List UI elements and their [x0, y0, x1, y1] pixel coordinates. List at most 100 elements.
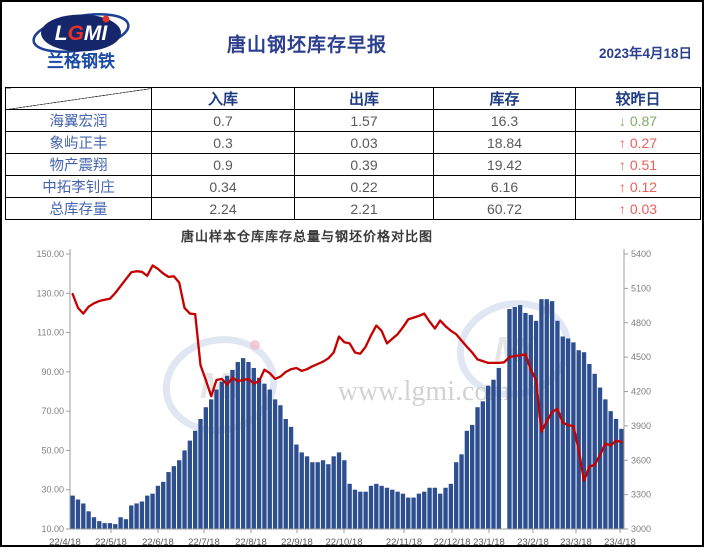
inventory-bar	[619, 428, 624, 529]
inventory-bar	[310, 462, 315, 529]
table-row: 中拓李钊庄 0.34 0.22 6.16 ↑ 0.12	[5, 175, 701, 198]
change-value: 0.87	[629, 112, 658, 129]
inventory-bar	[203, 407, 208, 529]
inventory-bar	[155, 485, 161, 529]
x-axis-label: 22/11/18	[386, 537, 422, 548]
inventory-bar	[139, 501, 145, 529]
warehouse-name: 物产震翔	[5, 153, 152, 176]
stock-value: 16.3	[433, 109, 576, 132]
inventory-bar	[171, 466, 177, 529]
inventory-bar	[528, 314, 533, 529]
outbound-value: 0.39	[294, 153, 434, 176]
outbound-value: 1.57	[294, 109, 434, 132]
inventory-bar	[581, 352, 587, 529]
inventory-bar	[368, 485, 374, 529]
x-axis-label: 22/10/18	[326, 537, 363, 548]
inventory-bar	[235, 362, 240, 529]
table-row: 象屿正丰 0.3 0.03 18.84 ↑ 0.27	[5, 131, 701, 154]
inventory-bar	[597, 387, 603, 529]
inbound-value: 0.34	[151, 175, 295, 198]
left-axis-label: 70.00	[41, 406, 64, 416]
inventory-bar	[603, 399, 608, 529]
price-line	[71, 264, 623, 483]
inventory-bar	[395, 491, 400, 529]
left-axis-label: 10.00	[41, 524, 64, 534]
x-axis-label: 22/7/18	[188, 537, 220, 548]
x-axis-label: 22/5/18	[95, 537, 127, 548]
x-axis-label: 23/4/18	[604, 537, 636, 548]
inventory-bar	[166, 472, 171, 529]
inventory-bar	[613, 419, 619, 529]
x-axis-label: 22/4/18	[49, 537, 81, 548]
x-axis-label: 22/12/18	[434, 537, 471, 548]
change-value: 0.51	[629, 156, 658, 173]
logo-subtext: 兰格钢铁	[47, 51, 115, 71]
inventory-bar	[326, 464, 331, 529]
inventory-bar	[507, 309, 512, 529]
inventory-bar	[432, 487, 438, 529]
inventory-bar	[283, 419, 288, 529]
inventory-bar	[374, 483, 379, 529]
right-axis-label: 3300	[631, 490, 651, 500]
total-stock-label: 总库存量	[5, 197, 152, 220]
right-axis-label: 4500	[631, 352, 651, 362]
table-row: 海翼宏润 0.7 1.57 16.3 ↓ 0.87	[5, 109, 701, 132]
inventory-bar	[187, 440, 193, 529]
inventory-bar	[278, 405, 283, 529]
inventory-bar	[150, 493, 155, 529]
outbound-value: 0.03	[294, 131, 434, 154]
change-value: 0.03	[629, 200, 658, 217]
inventory-bar	[416, 493, 422, 529]
right-axis-label: 4800	[631, 318, 651, 328]
inventory-bar	[459, 454, 464, 529]
inventory-bar	[86, 511, 91, 529]
inventory-bar	[299, 452, 304, 529]
inventory-bar	[262, 383, 267, 529]
inventory-bar	[422, 491, 427, 529]
watermark-dot-icon	[250, 340, 260, 350]
inventory-bar	[331, 456, 336, 529]
change-arrow-icon: ↑	[618, 178, 626, 195]
inventory-bar	[592, 373, 597, 529]
left-axis-label: 30.00	[41, 485, 64, 495]
watermark-logo-icon	[162, 336, 278, 434]
inventory-table: 入库 出库 库存 较昨日 海翼宏润 0.7 1.57 16.3 ↓ 0.87 象…	[5, 87, 701, 220]
inventory-bar	[230, 369, 235, 529]
inventory-bar	[512, 307, 517, 529]
warehouse-name: 海翼宏润	[5, 109, 152, 132]
table-header-row: 入库 出库 库存 较昨日	[5, 87, 701, 110]
inventory-bar	[565, 338, 571, 529]
warehouse-name: 中拓李钊庄	[5, 175, 152, 198]
inbound-value: 0.3	[151, 131, 295, 154]
inventory-bar	[75, 499, 81, 529]
stock-value: 6.16	[433, 175, 576, 198]
x-axis-label: 22/8/18	[235, 537, 267, 548]
inventory-price-chart: MiMiwww.lgmi.com150.00130.00110.0090.007…	[36, 249, 651, 548]
inbound-value: 2.24	[151, 197, 295, 220]
inventory-bar	[438, 493, 443, 529]
column-header-outbound: 出库	[294, 87, 434, 110]
right-axis-label: 3600	[631, 455, 651, 465]
left-axis-label: 90.00	[41, 367, 64, 377]
change-value: 0.27	[629, 134, 658, 151]
page-title: 唐山钢坯库存早报	[226, 35, 387, 56]
x-axis-label: 22/9/18	[281, 537, 313, 548]
inventory-bar	[251, 367, 256, 529]
column-header-change: 较昨日	[575, 87, 701, 110]
inventory-bar	[555, 320, 560, 529]
inventory-bar	[533, 320, 539, 529]
inventory-bar	[198, 419, 203, 529]
right-axis-label: 5400	[631, 249, 651, 259]
x-axis-label: 22/6/18	[142, 537, 174, 548]
left-axis-label: 50.00	[41, 445, 64, 455]
left-axis-label: 130.00	[36, 288, 64, 298]
right-axis-label: 5100	[631, 283, 651, 293]
inventory-bar	[145, 495, 150, 529]
inventory-bar	[272, 399, 278, 529]
inventory-bar	[193, 430, 198, 529]
stock-value: 60.72	[433, 197, 576, 220]
inventory-bar	[448, 483, 454, 529]
inventory-bar	[342, 460, 347, 529]
logo-text: LGMI	[55, 22, 109, 45]
